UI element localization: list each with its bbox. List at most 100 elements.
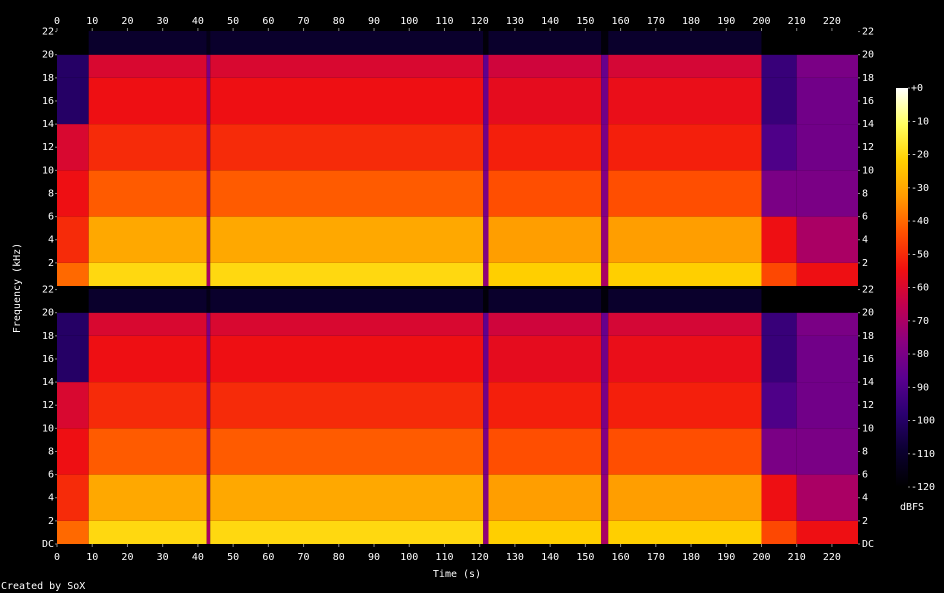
x-tick-label: 100 — [400, 552, 418, 563]
x-tick-label: 20 — [121, 16, 133, 27]
heatmap-cell — [796, 474, 858, 521]
colorbar-tick-label: -100 — [911, 416, 935, 427]
y-tick-label: 22 — [42, 27, 54, 38]
x-tick-label: 10 — [86, 16, 98, 27]
heatmap-cell — [488, 54, 602, 78]
y-tick-label: 6 — [48, 470, 54, 481]
footer: Created by SoX — [1, 581, 85, 592]
x-tick-label: 110 — [435, 16, 453, 27]
colorbar-tick-label: -30 — [911, 183, 929, 194]
heatmap-cell — [761, 124, 797, 171]
heatmap-cell — [210, 289, 484, 313]
heatmap-cell — [57, 428, 89, 475]
heatmap-cell — [601, 54, 609, 78]
heatmap-cell — [608, 474, 762, 521]
heatmap-cell — [483, 474, 489, 521]
heatmap-cell — [761, 312, 797, 336]
heatmap-cell — [608, 262, 762, 286]
heatmap-cell — [57, 124, 89, 171]
heatmap-cell — [608, 289, 762, 313]
y-tick-label-right: 16 — [862, 96, 874, 107]
y-tick-label-right: 8 — [862, 446, 868, 457]
x-tick-label: 70 — [298, 16, 310, 27]
x-tick-label: 220 — [823, 16, 841, 27]
heatmap-cell — [608, 520, 762, 544]
heatmap-cell — [483, 216, 489, 263]
heatmap-cell — [88, 312, 207, 336]
heatmap-cell — [608, 428, 762, 475]
heatmap-cell — [796, 335, 858, 383]
colorbar-tick-label: -50 — [911, 249, 929, 260]
heatmap-cell — [761, 382, 797, 429]
heatmap-cell — [601, 520, 609, 544]
y-tick-label: 16 — [42, 96, 54, 107]
y-tick-label-right: 14 — [862, 119, 874, 130]
heatmap-cell — [601, 124, 609, 171]
heatmap-cell — [483, 54, 489, 78]
x-tick-label: 120 — [471, 552, 489, 563]
heatmap-cell — [761, 54, 797, 78]
y-tick-label: 2 — [48, 258, 54, 269]
heatmap-cell — [483, 31, 489, 55]
heatmap-cell — [206, 216, 211, 263]
heatmap-cell — [210, 335, 484, 383]
heatmap-cell — [761, 335, 797, 383]
y-tick-label: 4 — [48, 493, 54, 504]
heatmap-cell — [88, 216, 207, 263]
x-tick-label: 210 — [788, 552, 806, 563]
heatmap-cell — [88, 262, 207, 286]
heatmap-cell — [88, 382, 207, 429]
heatmap-cell — [488, 170, 602, 217]
heatmap-cell — [796, 170, 858, 217]
heatmap-cell — [796, 289, 858, 313]
x-tick-label: 210 — [788, 16, 806, 27]
x-tick-label: 170 — [647, 552, 665, 563]
heatmap-cell — [761, 31, 797, 55]
heatmap-cell — [88, 31, 207, 55]
heatmap-cell — [206, 289, 211, 313]
x-tick-label: 40 — [192, 552, 204, 563]
y-tick-label: 12 — [42, 142, 54, 153]
x-tick-label: 190 — [717, 16, 735, 27]
heatmap-cell — [488, 428, 602, 475]
heatmap-cell — [796, 77, 858, 125]
x-tick-label: 10 — [86, 552, 98, 563]
y-tick-label-right: 20 — [862, 50, 874, 61]
heatmap-cell — [206, 54, 211, 78]
x-axis-label: Time (s) — [433, 569, 481, 580]
heatmap-cell — [57, 216, 89, 263]
heatmap-cell — [57, 382, 89, 429]
x-tick-label: 190 — [717, 552, 735, 563]
y-tick-label: 18 — [42, 331, 54, 342]
x-tick-label: 140 — [541, 552, 559, 563]
heatmap-cell — [761, 474, 797, 521]
y-tick-label: 8 — [48, 446, 54, 457]
heatmap-cell — [796, 428, 858, 475]
heatmap-cell — [608, 54, 762, 78]
x-tick-label: 90 — [368, 552, 380, 563]
x-tick-label: 90 — [368, 16, 380, 27]
y-tick-label-right: 22 — [862, 27, 874, 38]
heatmap-cell — [608, 312, 762, 336]
x-tick-label: 30 — [157, 552, 169, 563]
heatmap-cell — [608, 216, 762, 263]
heatmap-cell — [483, 382, 489, 429]
x-tick-label: 80 — [333, 16, 345, 27]
heatmap-cell — [88, 289, 207, 313]
heatmap-cell — [488, 520, 602, 544]
y-axis-label: Frequency (kHz) — [12, 243, 23, 333]
heatmap-cell — [210, 312, 484, 336]
y-tick-label: 12 — [42, 400, 54, 411]
x-tick-label: 110 — [435, 552, 453, 563]
heatmap-cell — [206, 428, 211, 475]
heatmap-cell — [483, 289, 489, 313]
x-tick-label: 200 — [752, 16, 770, 27]
x-tick-label: 20 — [121, 552, 133, 563]
heatmap-cell — [483, 520, 489, 544]
colorbar-tick-label: -60 — [911, 283, 929, 294]
y-tick-label-right: 16 — [862, 354, 874, 365]
y-tick-label: 4 — [48, 235, 54, 246]
heatmap-cell — [206, 312, 211, 336]
